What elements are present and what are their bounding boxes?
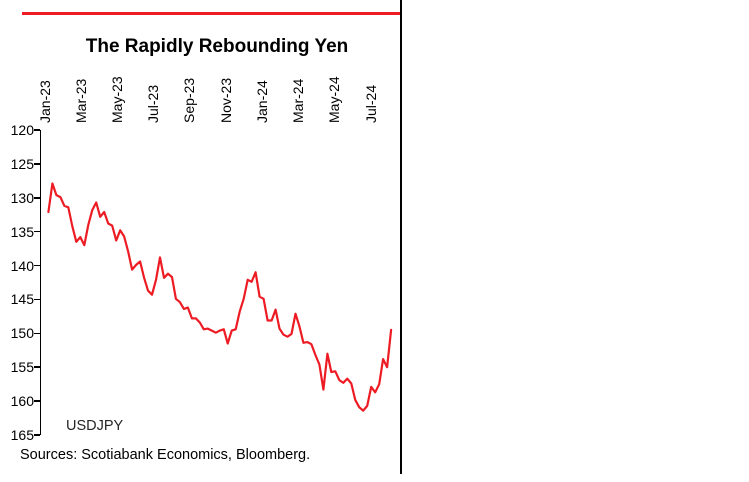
plot-area [40, 130, 396, 435]
y-tick-label: 135 [10, 223, 34, 240]
y-tick-mark [34, 332, 40, 335]
accent-rule [22, 12, 400, 15]
y-tick-label: 130 [10, 189, 34, 206]
x-tick-label: Jul-23 [145, 84, 162, 123]
y-tick-label: 140 [10, 257, 34, 274]
y-tick-label: 120 [10, 122, 34, 138]
x-tick-label: May-23 [108, 76, 125, 123]
x-tick-label: Sep-23 [181, 77, 198, 123]
y-tick-mark [34, 129, 40, 131]
y-tick-label: 165 [10, 427, 34, 443]
x-tick-label: Mar-24 [290, 78, 307, 123]
x-tick-label: Jul-24 [362, 84, 379, 123]
x-tick-label: May-24 [326, 76, 343, 123]
y-tick-mark [34, 400, 40, 402]
y-tick-mark [34, 230, 40, 233]
usdjpy-line [47, 182, 393, 412]
y-tick-mark [34, 298, 40, 301]
y-tick-label: 145 [10, 291, 34, 308]
y-tick-label: 150 [10, 325, 34, 342]
x-tick-label: Jan-23 [36, 80, 53, 123]
chart-title: The Rapidly Rebounding Yen [85, 36, 349, 57]
y-tick-mark [34, 434, 40, 436]
y-tick-label: 160 [10, 393, 34, 410]
y-tick-mark [34, 366, 40, 369]
series-label: USDJPY [66, 418, 124, 434]
y-tick-mark [34, 163, 40, 165]
x-tick-label: Jan-24 [253, 80, 270, 123]
x-tick-label: Mar-23 [72, 78, 89, 123]
y-tick-label: 155 [10, 359, 34, 376]
x-tick-label: Nov-23 [217, 77, 234, 123]
vertical-divider [400, 0, 402, 474]
y-tick-mark [34, 264, 40, 267]
y-tick-label: 125 [10, 155, 34, 172]
sources-note: Sources: Scotiabank Economics, Bloomberg… [20, 447, 311, 463]
y-tick-mark [34, 196, 40, 199]
